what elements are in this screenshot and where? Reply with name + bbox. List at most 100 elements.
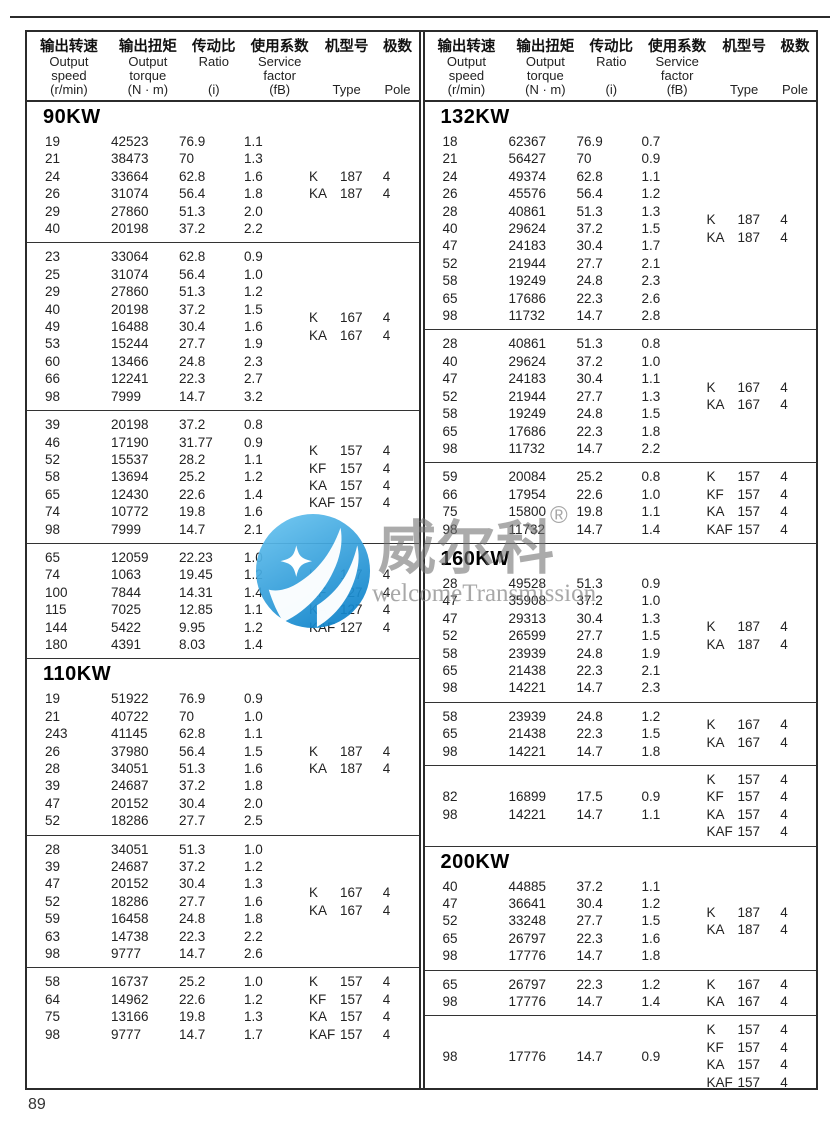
pole-value: 4 (780, 469, 788, 485)
type-model: KAF (309, 495, 336, 511)
spec-rows: 98 17776 14.7 0.9 (425, 1048, 707, 1065)
type-row: KAF 127 4 (309, 619, 419, 636)
table-row: 98 14221 14.7 2.3 (425, 679, 707, 696)
service-factor-value: 2.2 (641, 440, 661, 456)
service-factor-value: 1.3 (244, 1009, 263, 1025)
service-factor-value: 1.5 (641, 726, 661, 742)
table-row: 21 38473 70 1.3 (27, 150, 309, 167)
ratio-value: 37.2 (179, 778, 206, 794)
service-factor-value: 1.1 (244, 602, 263, 618)
type-row: KF 157 4 (309, 991, 419, 1008)
type-model: K (309, 310, 319, 326)
pole-value: 4 (780, 789, 788, 805)
ratio-value: 51.3 (576, 203, 603, 219)
output-speed-value: 58 (442, 273, 458, 289)
ratio-value: 62.8 (179, 249, 206, 265)
type-column: K 167 4 KA 167 4 (707, 379, 817, 414)
ratio-value: 56.4 (576, 186, 603, 202)
spec-block: 28 34051 51.3 1.0 39 24687 37.2 1.2 47 20152 30.4 1… (27, 834, 419, 968)
type-column: K 157 4 KF 157 4 KA 157 4 KAF 157 4 (707, 468, 817, 538)
service-factor-value: 0.9 (641, 1048, 661, 1064)
service-factor-value: 2.2 (244, 221, 263, 237)
service-factor-value: 2.0 (244, 203, 263, 219)
service-factor-value: 1.0 (244, 708, 263, 724)
output-torque-value: 40861 (508, 336, 547, 352)
service-factor-value: 1.5 (641, 913, 661, 929)
output-speed-value: 98 (442, 743, 458, 759)
ratio-value: 56.4 (179, 743, 206, 759)
table-row: 47 35908 37.2 1.0 (425, 592, 707, 609)
type-column: K 187 4 KA 187 4 (309, 743, 419, 778)
service-factor-value: 1.1 (641, 806, 661, 822)
type-model: KA (309, 186, 328, 202)
service-factor-value: 0.9 (244, 249, 263, 265)
output-speed-value: 98 (442, 948, 458, 964)
type-model: K (706, 469, 716, 485)
type-row: K 187 4 (707, 904, 817, 921)
output-speed-value: 24 (442, 168, 458, 184)
ratio-value: 76.9 (576, 134, 603, 149)
ratio-value: 8.03 (179, 636, 206, 652)
ratio-value: 14.31 (179, 584, 213, 600)
type-row: K 187 4 (309, 168, 419, 185)
output-speed-value: 46 (45, 434, 61, 450)
service-factor-value: 1.5 (244, 301, 263, 317)
type-size: 127 (340, 584, 363, 600)
output-speed-value: 115 (45, 602, 67, 618)
output-torque-value: 20198 (111, 221, 149, 237)
ratio-value: 27.7 (576, 628, 603, 644)
type-model: KA (706, 504, 725, 520)
output-torque-value: 18286 (111, 893, 149, 909)
ratio-value: 14.7 (179, 1026, 206, 1042)
type-row: KA 187 4 (707, 636, 817, 653)
table-row: 144 5422 9.95 1.2 (27, 619, 309, 636)
service-factor-value: 1.9 (244, 336, 263, 352)
table-row: 39 24687 37.2 1.2 (27, 858, 309, 875)
service-factor-value: 1.0 (641, 353, 661, 369)
table-row: 52 21944 27.7 2.1 (425, 255, 707, 272)
header-line: (fB) (269, 81, 291, 97)
table-row: 19 42523 76.9 1.1 (27, 133, 309, 150)
table-row: 40 44885 37.2 1.1 (425, 878, 707, 895)
service-factor-value: 0.8 (244, 417, 263, 433)
pole-value: 4 (780, 824, 788, 840)
ratio-value: 27.7 (576, 255, 603, 271)
table-row: 47 24183 30.4 1.7 (425, 237, 707, 254)
header-line (317, 55, 377, 69)
left-half-header: 输出转速 Output speed (r/min) 输出扭矩 Output torque (N… (27, 32, 419, 102)
service-factor-value: 2.7 (244, 371, 263, 387)
service-factor-value: 1.2 (641, 976, 661, 992)
output-torque-value: 42523 (111, 134, 149, 149)
output-torque-value: 7999 (111, 521, 142, 537)
spec-block: 65 26797 22.3 1.2 98 17776 14.7 1.4 K 167 4 KA 167 4 (424, 969, 816, 1016)
ratio-value: 51.3 (576, 336, 603, 352)
ratio-value: 22.3 (576, 662, 603, 678)
service-factor-value: 1.7 (641, 238, 661, 254)
pole-value: 4 (780, 229, 788, 245)
service-factor-value: 1.6 (244, 319, 263, 335)
pole-value: 4 (780, 504, 788, 520)
output-speed-value: 65 (442, 423, 458, 439)
type-size: 157 (340, 991, 363, 1007)
pole-value: 4 (780, 521, 788, 537)
ratio-value: 76.9 (179, 691, 206, 707)
pole-value: 4 (382, 460, 391, 476)
service-factor-value: 1.3 (244, 876, 263, 892)
table-row: 58 19249 24.8 1.5 (425, 405, 707, 422)
type-size: 167 (737, 976, 761, 992)
header-line: Service (655, 54, 699, 69)
output-torque-value: 19249 (508, 273, 547, 289)
table-row: 98 9777 14.7 2.6 (27, 945, 309, 962)
type-model: KF (309, 460, 327, 476)
power-section-132KW: 132KW 18 62367 76.9 0.7 21 56427 70 0.9 24 49374 62… (424, 107, 817, 543)
ratio-value: 70 (179, 708, 195, 724)
ratio-value: 22.6 (179, 486, 206, 502)
output-torque-value: 26797 (508, 976, 547, 992)
header-line: Output (49, 54, 89, 69)
power-section-110KW: 110KW 19 51922 76.9 0.9 21 40722 70 1.0 243 41145 6… (27, 658, 419, 1048)
pole-value: 4 (382, 478, 391, 494)
table-row: 40 20198 37.2 2.2 (27, 220, 309, 237)
table-row: 21 56427 70 0.9 (425, 150, 707, 167)
service-factor-value: 2.0 (244, 795, 263, 811)
table-row: 18 62367 76.9 0.7 (425, 133, 707, 150)
